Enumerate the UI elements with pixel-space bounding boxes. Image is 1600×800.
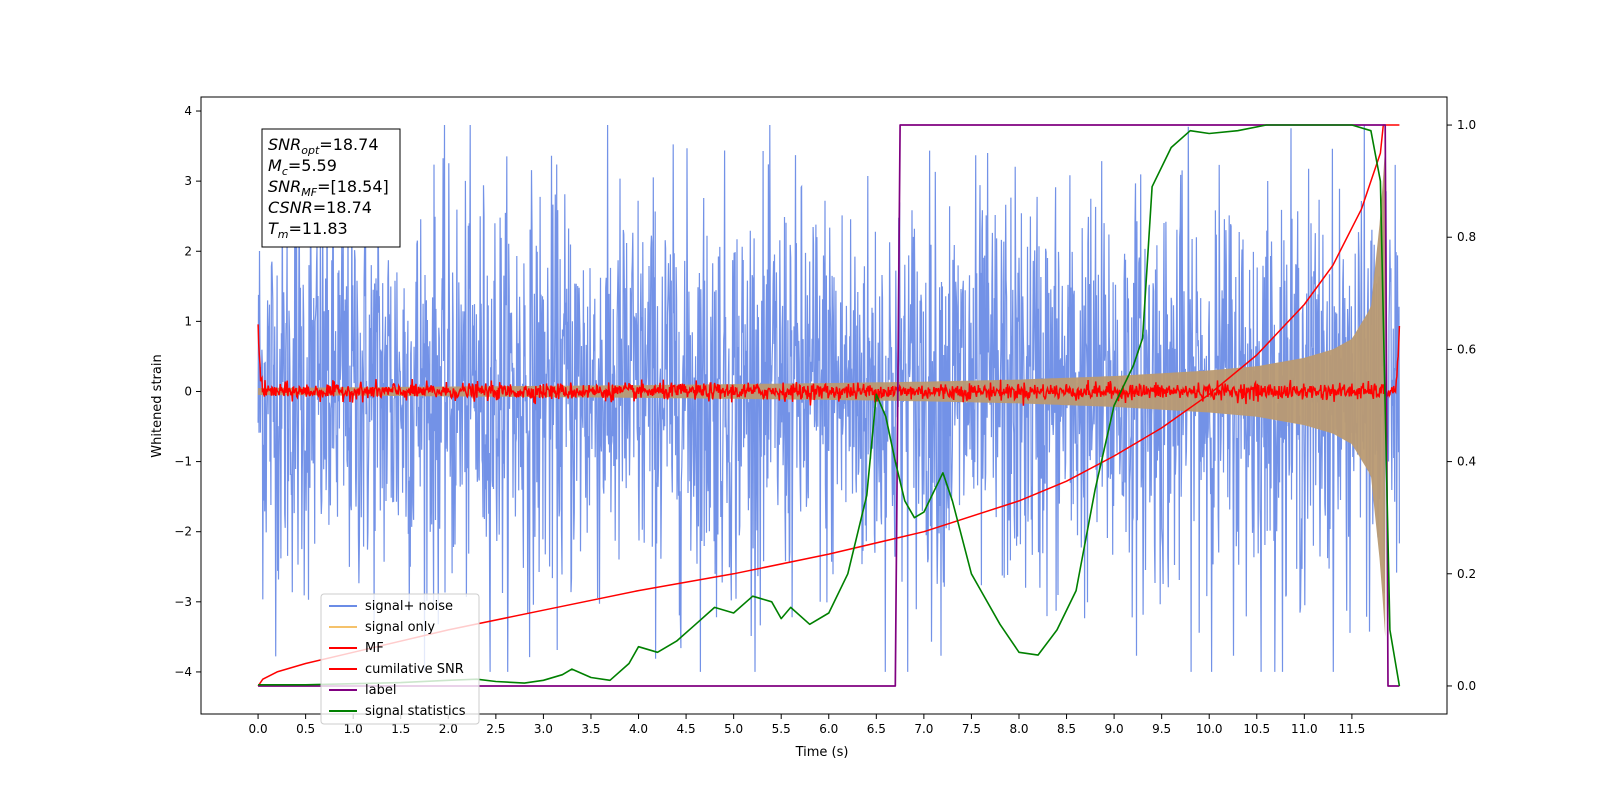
x-tick-label: 9.0 bbox=[1105, 722, 1124, 736]
stats-annotation: SNRopt=18.74Mc=5.59SNRMF=[18.54]CSNR=18.… bbox=[261, 128, 401, 248]
y-axis-right: 1.0 0.8 0.6 0.4 0.2 0.0 bbox=[1447, 118, 1476, 693]
legend-box bbox=[320, 593, 480, 725]
y-axis-label-left: Whitened strain bbox=[150, 354, 165, 457]
x-tick-label: 7.0 bbox=[914, 722, 933, 736]
x-tick-label: 3.0 bbox=[534, 722, 553, 736]
y-tick-label-left: 0 bbox=[184, 384, 192, 398]
y-tick-label-left: −3 bbox=[174, 595, 192, 609]
y-tick-label-left: 4 bbox=[184, 104, 192, 118]
x-tick-label: 7.5 bbox=[962, 722, 981, 736]
x-tick-label: 1.0 bbox=[344, 722, 363, 736]
x-tick-label: 8.0 bbox=[1009, 722, 1028, 736]
legend-label: signal only bbox=[365, 620, 435, 635]
x-tick-label: 10.5 bbox=[1243, 722, 1270, 736]
series-label bbox=[258, 124, 1400, 687]
annotation-line: SNRopt=18.74 bbox=[268, 135, 379, 157]
x-tick-label: 4.0 bbox=[629, 722, 648, 736]
y-tick-label-right: 0.6 bbox=[1457, 342, 1476, 356]
legend: signal+ noise signal only MF cumilative SNR… bbox=[320, 593, 480, 725]
series-signal-statistics bbox=[258, 124, 1401, 687]
x-tick-label: 3.5 bbox=[581, 722, 600, 736]
x-axis: 0.0 0.5 1.0 1.5 2.0 2.5 3.0 3.5 4.0 4.5 5.0 5.5 6.0 6… bbox=[249, 714, 1366, 736]
x-tick-label: 0.5 bbox=[296, 722, 315, 736]
annotation-line: Tm=11.83 bbox=[268, 219, 348, 241]
x-tick-label: 9.5 bbox=[1152, 722, 1171, 736]
series-signal-noise bbox=[257, 124, 1400, 672]
y-tick-label-left: −4 bbox=[174, 665, 192, 679]
series-mf bbox=[257, 324, 1401, 406]
legend-label: label bbox=[365, 683, 396, 698]
y-tick-label-left: 1 bbox=[184, 314, 192, 328]
x-tick-label: 11.0 bbox=[1291, 722, 1318, 736]
x-tick-label: 6.5 bbox=[867, 722, 886, 736]
y-tick-label-left: −2 bbox=[174, 525, 192, 539]
y-tick-label-right: 0.0 bbox=[1457, 679, 1476, 693]
x-tick-label: 4.5 bbox=[677, 722, 696, 736]
annotation-line: Mc=5.59 bbox=[268, 156, 337, 178]
y-tick-label-left: 2 bbox=[184, 244, 192, 258]
x-tick-label: 2.0 bbox=[439, 722, 458, 736]
annotation-box bbox=[261, 128, 401, 248]
y-tick-label-right: 0.4 bbox=[1457, 455, 1476, 469]
x-tick-label: 5.5 bbox=[772, 722, 791, 736]
x-tick-label: 10.0 bbox=[1196, 722, 1223, 736]
annotation-line: SNRMF=[18.54] bbox=[268, 177, 389, 199]
legend-label: signal+ noise bbox=[365, 599, 453, 614]
annotation-line: CSNR=18.74 bbox=[268, 198, 372, 217]
y-tick-label-left: −1 bbox=[174, 455, 192, 469]
y-tick-label-left: 3 bbox=[184, 174, 192, 188]
plot-frame bbox=[200, 96, 1448, 715]
x-tick-label: 8.5 bbox=[1057, 722, 1076, 736]
x-tick-label: 6.0 bbox=[819, 722, 838, 736]
x-tick-label: 11.5 bbox=[1339, 722, 1366, 736]
x-tick-label: 0.0 bbox=[249, 722, 268, 736]
legend-label: cumilative SNR bbox=[365, 662, 464, 677]
x-tick-label: 1.5 bbox=[391, 722, 410, 736]
legend-label: MF bbox=[365, 641, 384, 656]
x-tick-label: 2.5 bbox=[486, 722, 505, 736]
x-tick-label: 5.0 bbox=[724, 722, 743, 736]
y-tick-label-right: 0.2 bbox=[1457, 567, 1476, 581]
x-axis-label: Time (s) bbox=[795, 745, 849, 760]
y-tick-label-right: 0.8 bbox=[1457, 230, 1476, 244]
legend-label: signal statistics bbox=[365, 704, 466, 719]
y-tick-label-right: 1.0 bbox=[1457, 118, 1476, 132]
y-axis-left: 4 3 2 1 0 −1 −2 −3 −4 bbox=[174, 104, 201, 679]
